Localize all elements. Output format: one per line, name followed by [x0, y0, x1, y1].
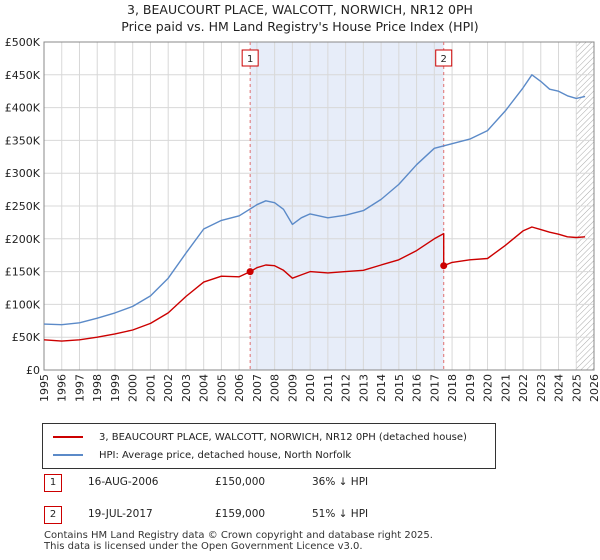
chart-title: 3, BEAUCOURT PLACE, WALCOTT, NORWICH, NR…	[127, 2, 473, 17]
x-tick-label: 2007	[251, 374, 264, 402]
chart-subtitle: Price paid vs. HM Land Registry's House …	[121, 19, 479, 34]
legend-item-property: 3, BEAUCOURT PLACE, WALCOTT, NORWICH, NR…	[53, 430, 467, 444]
x-tick-label: 2023	[535, 374, 548, 402]
sale-hpi-diff: 36% ↓ HPI	[312, 476, 369, 488]
y-tick-label: £200K	[5, 233, 41, 246]
y-tick-label: £450K	[5, 69, 41, 82]
sale-marker-box	[241, 49, 259, 67]
sale-marker-box	[435, 49, 453, 67]
sale-row: 2 19-JUL-2017 £159,000 51% ↓ HPI	[40, 506, 560, 526]
x-tick-label: 2025	[570, 374, 583, 402]
x-tick-label: 2013	[357, 374, 370, 402]
sale-number-badge: 1	[44, 474, 62, 492]
sale-date: 19-JUL-2017	[88, 508, 153, 520]
x-tick-label: 2018	[446, 374, 459, 402]
legend: 3, BEAUCOURT PLACE, WALCOTT, NORWICH, NR…	[42, 423, 496, 469]
x-tick-label: 2000	[127, 374, 140, 402]
x-tick-label: 1999	[109, 374, 122, 402]
x-tick-label: 2021	[499, 374, 512, 402]
property-price-line	[43, 226, 586, 342]
x-tick-label: 2005	[215, 374, 228, 402]
footer-line-2: This data is licensed under the Open Gov…	[44, 541, 363, 552]
x-tick-label: 2001	[144, 374, 157, 402]
x-tick-label: 2026	[588, 374, 600, 402]
y-tick-label: £150K	[5, 266, 41, 279]
sale-marker-label: 1	[247, 54, 253, 65]
x-tick-label: 1997	[73, 374, 86, 402]
x-tick-label: 1995	[38, 374, 51, 402]
y-tick-label: £100K	[5, 298, 41, 311]
x-tick-label: 2010	[304, 374, 317, 402]
y-tick-label: £50K	[12, 331, 41, 344]
x-tick-label: 2003	[180, 374, 193, 402]
y-tick-label: £400K	[5, 102, 41, 115]
x-tick-label: 2006	[233, 374, 246, 402]
x-tick-label: 2022	[517, 374, 530, 402]
sale-row: 1 16-AUG-2006 £150,000 36% ↓ HPI	[40, 474, 560, 494]
price-chart: £0 £50K £100K £150K £200K £250K £300K £350K £400…	[5, 36, 600, 402]
y-tick-label: £250K	[5, 200, 41, 213]
sale-point	[440, 262, 448, 270]
x-tick-label: 1996	[56, 374, 69, 402]
sale-date: 16-AUG-2006	[88, 476, 159, 488]
y-tick-label: £0	[26, 364, 40, 377]
y-tick-label: £300K	[5, 167, 41, 180]
x-tick-label: 2017	[428, 374, 441, 402]
x-tick-label: 2004	[198, 374, 211, 402]
x-tick-label: 2012	[340, 374, 353, 402]
sale-hpi-diff: 51% ↓ HPI	[312, 508, 369, 520]
x-tick-label: 2009	[286, 374, 299, 402]
sale-marker-label: 2	[441, 54, 447, 65]
hpi-line	[43, 74, 586, 326]
footer-attribution: Contains HM Land Registry data © Crown c…	[44, 530, 433, 552]
legend-label-hpi: HPI: Average price, detached house, Nort…	[99, 449, 352, 461]
footer-line-1: Contains HM Land Registry data © Crown c…	[44, 530, 433, 541]
sale-price: £159,000	[215, 508, 266, 520]
x-tick-label: 2019	[464, 374, 477, 402]
plot-border	[43, 41, 595, 371]
y-tick-label: £500K	[5, 36, 41, 49]
legend-label-property: 3, BEAUCOURT PLACE, WALCOTT, NORWICH, NR…	[99, 431, 467, 443]
x-tick-label: 2011	[322, 374, 335, 402]
legend-item-hpi: HPI: Average price, detached house, Nort…	[53, 448, 351, 462]
x-tick-label: 2024	[553, 374, 566, 402]
x-tick-label: 2016	[411, 374, 424, 402]
x-tick-label: 2020	[482, 374, 495, 402]
sale-number-badge: 2	[44, 506, 62, 524]
legend-swatch-red	[53, 436, 83, 438]
legend-swatch-blue	[53, 454, 83, 456]
x-tick-label: 2014	[375, 374, 388, 402]
x-tick-label: 2015	[393, 374, 406, 402]
sale-price: £150,000	[215, 476, 266, 488]
x-tick-label: 2002	[162, 374, 175, 402]
y-tick-label: £350K	[5, 134, 41, 147]
sale-point	[246, 268, 254, 276]
x-tick-label: 1998	[91, 374, 104, 402]
x-tick-label: 2008	[269, 374, 282, 402]
